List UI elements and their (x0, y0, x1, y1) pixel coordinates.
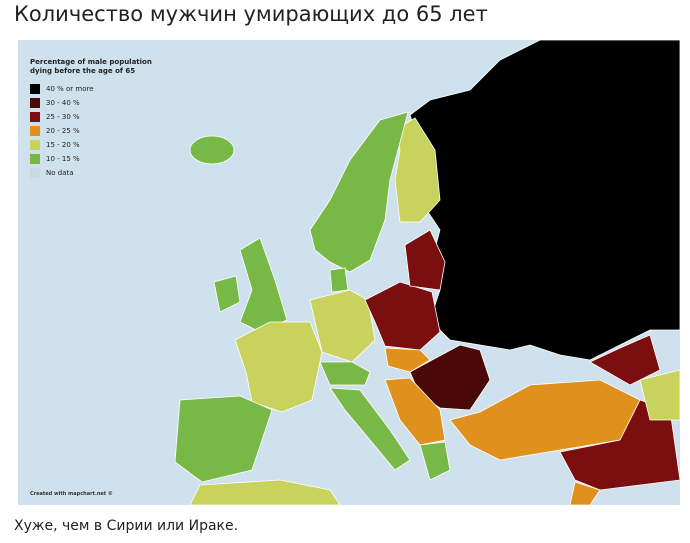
legend-label: 30 - 40 % (46, 99, 80, 107)
legend-item: 15 - 20 % (30, 138, 170, 152)
legend-swatch (30, 168, 40, 178)
credit: Created with mapchart.net © (30, 491, 113, 497)
country (394, 117, 441, 223)
country (364, 281, 441, 351)
country (319, 361, 371, 386)
legend-item: 30 - 40 % (30, 96, 170, 110)
legend-swatch (30, 154, 40, 164)
legend-item: 10 - 15 % (30, 152, 170, 166)
legend-label: 40 % or more (46, 85, 94, 93)
map: Percentage of male population dying befo… (18, 40, 680, 505)
country (329, 387, 411, 471)
country (384, 347, 431, 373)
country (234, 321, 323, 413)
legend: Percentage of male population dying befo… (30, 58, 170, 180)
country (189, 479, 341, 505)
legend-item: No data (30, 166, 170, 180)
country (569, 481, 601, 505)
legend-label: 10 - 15 % (46, 155, 80, 163)
legend-swatch (30, 126, 40, 136)
legend-swatch (30, 84, 40, 94)
country (589, 334, 661, 386)
legend-item: 20 - 25 % (30, 124, 170, 138)
country (213, 275, 241, 313)
country (329, 267, 349, 293)
legend-label: No data (46, 169, 74, 177)
country (384, 377, 446, 446)
legend-label: 20 - 25 % (46, 127, 80, 135)
country (174, 395, 273, 483)
country (189, 135, 235, 165)
country (639, 369, 680, 421)
legend-swatch (30, 112, 40, 122)
legend-item: 40 % or more (30, 82, 170, 96)
country (409, 40, 680, 361)
post-title: Количество мужчин умирающих до 65 лет (14, 2, 488, 26)
country (309, 289, 376, 363)
legend-swatch (30, 140, 40, 150)
country (309, 111, 409, 273)
legend-items: 40 % or more 30 - 40 % 25 - 30 % 20 - 25 % 1… (30, 82, 170, 180)
country (559, 399, 680, 491)
country (404, 229, 446, 291)
country (419, 441, 451, 481)
legend-title: Percentage of male population dying befo… (30, 58, 152, 75)
legend-swatch (30, 98, 40, 108)
legend-item: 25 - 30 % (30, 110, 170, 124)
legend-label: 15 - 20 % (46, 141, 80, 149)
caption: Хуже, чем в Сирии или Ираке. (14, 518, 239, 534)
map-shapes (174, 40, 680, 505)
legend-label: 25 - 30 % (46, 113, 80, 121)
country (239, 237, 288, 333)
